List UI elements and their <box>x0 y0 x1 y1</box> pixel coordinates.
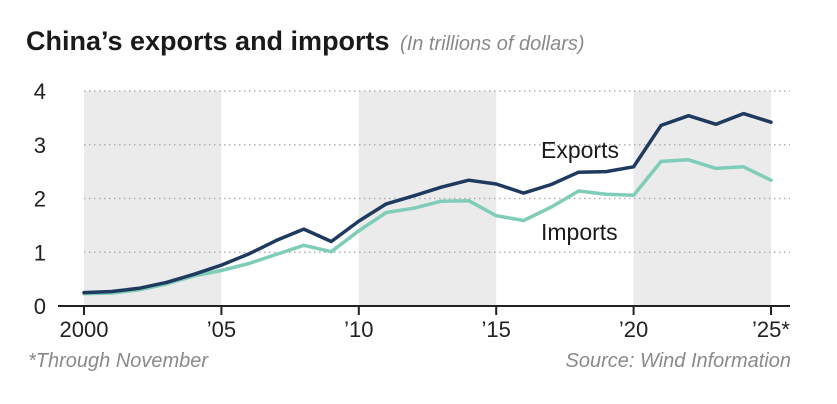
shaded-band-2 <box>633 91 771 306</box>
y-tick-label: 4 <box>34 79 46 104</box>
source-note: Source: Wind Information <box>565 350 791 372</box>
x-tick-label: 2000 <box>60 317 109 342</box>
x-tick-label: ’20 <box>619 317 648 342</box>
chart-header: China’s exports and imports (In trillion… <box>26 26 585 57</box>
y-tick-label: 2 <box>34 187 46 212</box>
chart-subtitle: (In trillions of dollars) <box>400 33 585 55</box>
shaded-band-0 <box>84 91 222 306</box>
y-tick-label: 1 <box>34 240 46 265</box>
x-tick-label: ’15 <box>482 317 511 342</box>
x-tick-label: ’25* <box>752 317 790 342</box>
chart-title: China’s exports and imports <box>26 26 390 56</box>
series-label-imports: Imports <box>541 219 618 245</box>
exports-line <box>82 111 773 295</box>
series-label-exports: Exports <box>541 137 619 163</box>
x-tick-label: ’10 <box>344 317 373 342</box>
x-tick-label: ’05 <box>207 317 236 342</box>
y-tick-label: 3 <box>34 133 46 158</box>
shaded-band-1 <box>358 91 497 306</box>
imports-line <box>82 158 773 296</box>
footnote: *Through November <box>28 350 209 372</box>
y-tick-label: 0 <box>34 294 46 319</box>
